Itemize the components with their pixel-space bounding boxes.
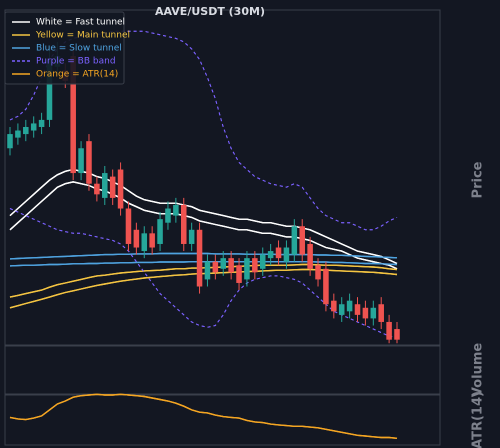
candle-body <box>378 304 384 322</box>
overlay-line <box>9 208 398 339</box>
overlay-line <box>9 261 398 267</box>
candle-body <box>173 204 179 216</box>
candle-body <box>394 329 400 340</box>
candle-body <box>386 321 392 340</box>
candle-body <box>149 233 155 248</box>
candle-body <box>38 119 45 127</box>
chart-title: AAVE/USDT (30M) <box>155 5 265 18</box>
candle-body <box>370 307 377 319</box>
legend-label: Purple = BB band <box>36 57 116 67</box>
candle-body <box>133 229 140 248</box>
candle-body <box>291 226 298 255</box>
candle-body <box>196 229 203 287</box>
overlay-line <box>9 268 398 309</box>
candle-body <box>228 258 234 273</box>
candle-body <box>220 258 227 269</box>
overlay-line <box>9 263 398 298</box>
atr-axis-title: ATR(14) <box>471 391 486 448</box>
candle-body <box>315 265 321 280</box>
candle-body <box>331 300 337 312</box>
candle-body <box>267 251 274 259</box>
legend-label: Blue = Slow tunnel <box>36 44 122 54</box>
volume-panel <box>4 345 441 395</box>
candle-body <box>30 123 37 131</box>
candle-body <box>323 268 329 305</box>
candle-body <box>165 208 171 223</box>
candle-body <box>94 183 100 195</box>
overlay-line <box>9 181 398 270</box>
candle-body <box>46 59 53 120</box>
candle-body <box>188 229 195 244</box>
candle-body <box>354 304 361 315</box>
candle-body <box>252 258 258 273</box>
candle-body <box>125 208 132 244</box>
candle-body <box>117 169 124 209</box>
candle-body <box>299 226 305 255</box>
candle-body <box>259 254 266 269</box>
candle-body <box>157 219 163 244</box>
overlay-line <box>9 252 398 260</box>
legend-label: Orange = ATR(14) <box>36 70 118 80</box>
candle-body <box>23 126 29 135</box>
candle-body <box>109 176 116 198</box>
legend: White = Fast tunnel Yellow = Main tunnel B… <box>4 11 130 85</box>
overlay-line <box>9 393 398 439</box>
legend-label: Yellow = Main tunnel <box>35 31 130 41</box>
volume-axis-title: Volume <box>471 343 486 398</box>
candle-body <box>102 173 108 198</box>
candle-body <box>204 261 211 280</box>
candle-body <box>362 307 369 319</box>
candle-body <box>307 243 313 269</box>
legend-label: White = Fast tunnel <box>36 18 125 28</box>
y-axis-title: Price <box>471 161 486 198</box>
candle-body <box>338 304 345 315</box>
candle-body <box>346 300 353 312</box>
candle-body <box>70 56 76 174</box>
candle-body <box>141 233 148 252</box>
legend-box <box>4 11 125 85</box>
candle-body <box>7 134 13 149</box>
candle-body <box>15 130 21 138</box>
candle-body <box>275 247 282 259</box>
marks <box>7 30 400 439</box>
candle-body <box>86 141 92 184</box>
candle-body <box>236 265 242 283</box>
candle-body <box>180 204 187 244</box>
candle-body <box>283 247 290 262</box>
candle-body <box>212 261 219 273</box>
candle-body <box>78 148 84 174</box>
price-panel <box>4 9 441 346</box>
atr-panel <box>4 394 441 446</box>
candle-body <box>244 258 250 280</box>
